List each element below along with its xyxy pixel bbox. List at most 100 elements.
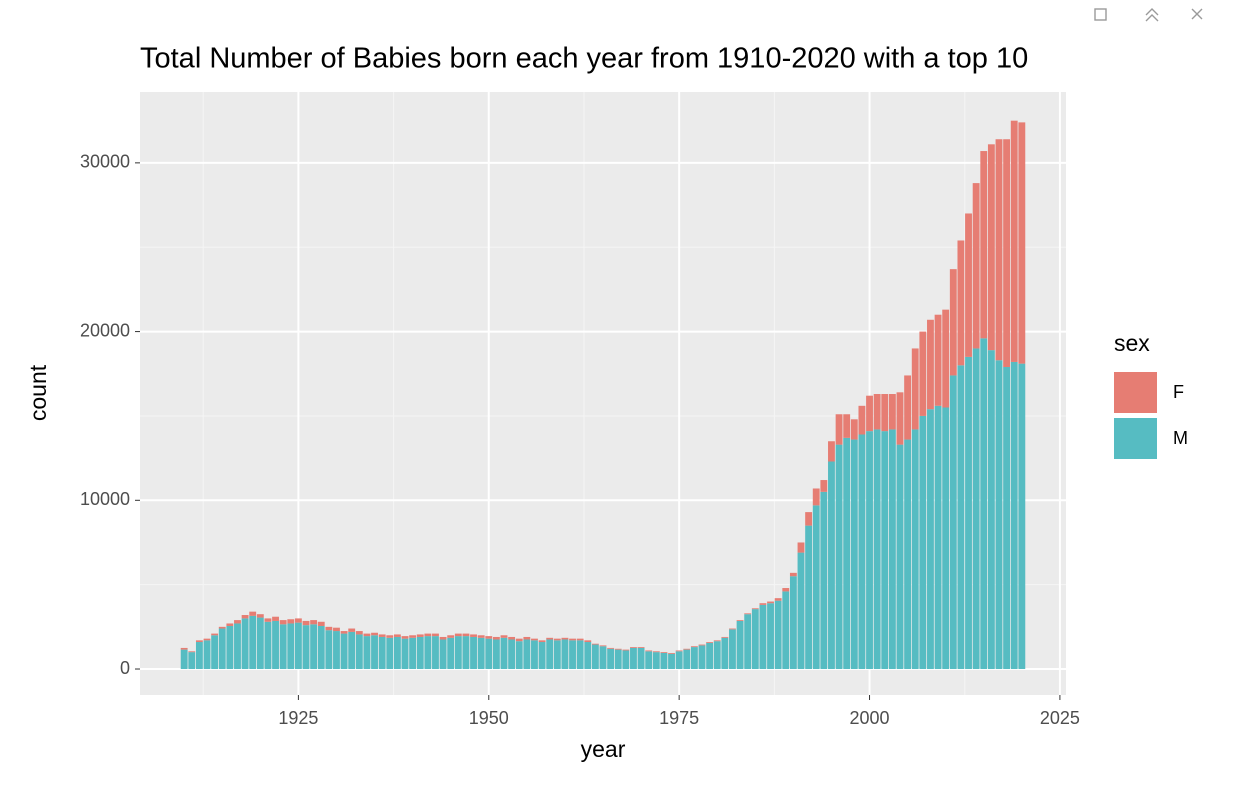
bar-segment <box>797 552 805 670</box>
bar-segment <box>957 365 965 670</box>
bar-segment <box>500 637 508 670</box>
bar-segment <box>896 392 904 445</box>
legend-key <box>1114 418 1157 459</box>
bar-segment <box>302 625 310 670</box>
bar-segment <box>942 309 950 408</box>
popout-icon[interactable] <box>1094 8 1107 21</box>
bar-segment <box>911 348 919 430</box>
bar-segment <box>294 618 302 623</box>
bar-segment <box>721 637 729 670</box>
bar-segment <box>386 637 394 670</box>
bar-segment <box>584 640 592 643</box>
bar-segment <box>904 375 912 440</box>
bar-segment <box>782 588 790 592</box>
bar-segment <box>234 623 241 670</box>
bar-segment <box>553 638 561 641</box>
bar-segment <box>576 638 584 641</box>
bar-segment <box>972 183 980 349</box>
bar-segment <box>348 631 356 670</box>
bar-segment <box>622 650 630 670</box>
bar-segment <box>614 648 622 650</box>
bar-segment <box>203 640 211 670</box>
bar-segment <box>561 639 569 670</box>
bar-segment <box>820 480 828 492</box>
bar-segment <box>660 652 668 653</box>
bar-segment <box>896 444 904 670</box>
close-icon[interactable] <box>1191 8 1203 20</box>
bar-segment <box>378 636 386 670</box>
bar-segment <box>561 637 569 640</box>
bar-segment <box>538 640 546 643</box>
bar-segment <box>401 638 409 670</box>
bar-segment <box>470 634 477 637</box>
legend-label: M <box>1173 428 1188 448</box>
bar-segment <box>995 139 1003 361</box>
bar-segment <box>866 431 873 670</box>
bar-segment <box>462 633 470 637</box>
bar-segment <box>470 636 477 670</box>
bar-segment <box>706 642 714 670</box>
bar-segment <box>1018 363 1026 670</box>
bar-segment <box>348 628 356 632</box>
bar-segment <box>584 642 592 670</box>
x-axis-label: year <box>581 736 626 762</box>
y-tick-label: 20000 <box>80 320 130 340</box>
bar-segment <box>569 638 576 641</box>
bar-segment <box>858 434 866 670</box>
bar-segment <box>508 636 516 640</box>
bar-segment <box>294 622 302 670</box>
bar-segment <box>310 620 318 625</box>
bar-segment <box>317 625 325 670</box>
bar-segment <box>949 375 957 670</box>
x-tick-label: 1950 <box>469 708 509 728</box>
bar-segment <box>881 431 889 670</box>
bar-segment <box>393 636 401 670</box>
bar-segment <box>538 642 546 670</box>
bar-segment <box>927 409 934 670</box>
bar-segment <box>409 637 417 670</box>
bar-segment <box>690 647 698 670</box>
bar-segment <box>1010 120 1018 362</box>
bar-segment <box>249 615 257 670</box>
bar-segment <box>858 405 866 435</box>
bar-segment <box>919 331 927 416</box>
bar-segment <box>424 636 432 670</box>
bar-segment <box>211 635 219 670</box>
bar-segment <box>523 639 531 670</box>
bar-segment <box>241 615 249 619</box>
bar-segment <box>888 429 896 670</box>
bar-segment <box>706 642 714 643</box>
bar-segment <box>904 439 912 670</box>
bar-segment <box>980 338 988 670</box>
bar-segment <box>447 635 455 638</box>
bar-segment <box>934 314 942 406</box>
bar-segment <box>287 623 295 670</box>
bar-segment <box>226 623 234 626</box>
bar-segment <box>828 441 835 462</box>
bar-segment <box>652 651 660 653</box>
bar-segment <box>272 620 279 670</box>
bar-segment <box>462 636 470 670</box>
bar-segment <box>432 633 439 637</box>
bar-segment <box>881 394 889 432</box>
bar-segment <box>279 624 287 670</box>
bar-segment <box>637 647 645 670</box>
bar-segment <box>1003 367 1011 670</box>
bar-segment <box>447 637 455 670</box>
bar-segment <box>980 151 988 339</box>
bar-segment <box>873 394 881 430</box>
bar-segment <box>180 649 188 670</box>
plot-panel <box>140 92 1066 695</box>
bar-segment <box>355 634 363 670</box>
bar-segment <box>828 461 835 670</box>
legend-title: sex <box>1114 330 1150 356</box>
bar-segment <box>325 626 333 631</box>
bar-segment <box>279 620 287 625</box>
bar-segment <box>599 645 607 647</box>
bar-segment <box>1010 361 1018 670</box>
bar-segment <box>843 437 851 670</box>
bar-segment <box>515 638 523 642</box>
bar-segment <box>195 640 203 643</box>
window-controls <box>1094 8 1203 22</box>
collapse-icon[interactable] <box>1145 8 1159 22</box>
